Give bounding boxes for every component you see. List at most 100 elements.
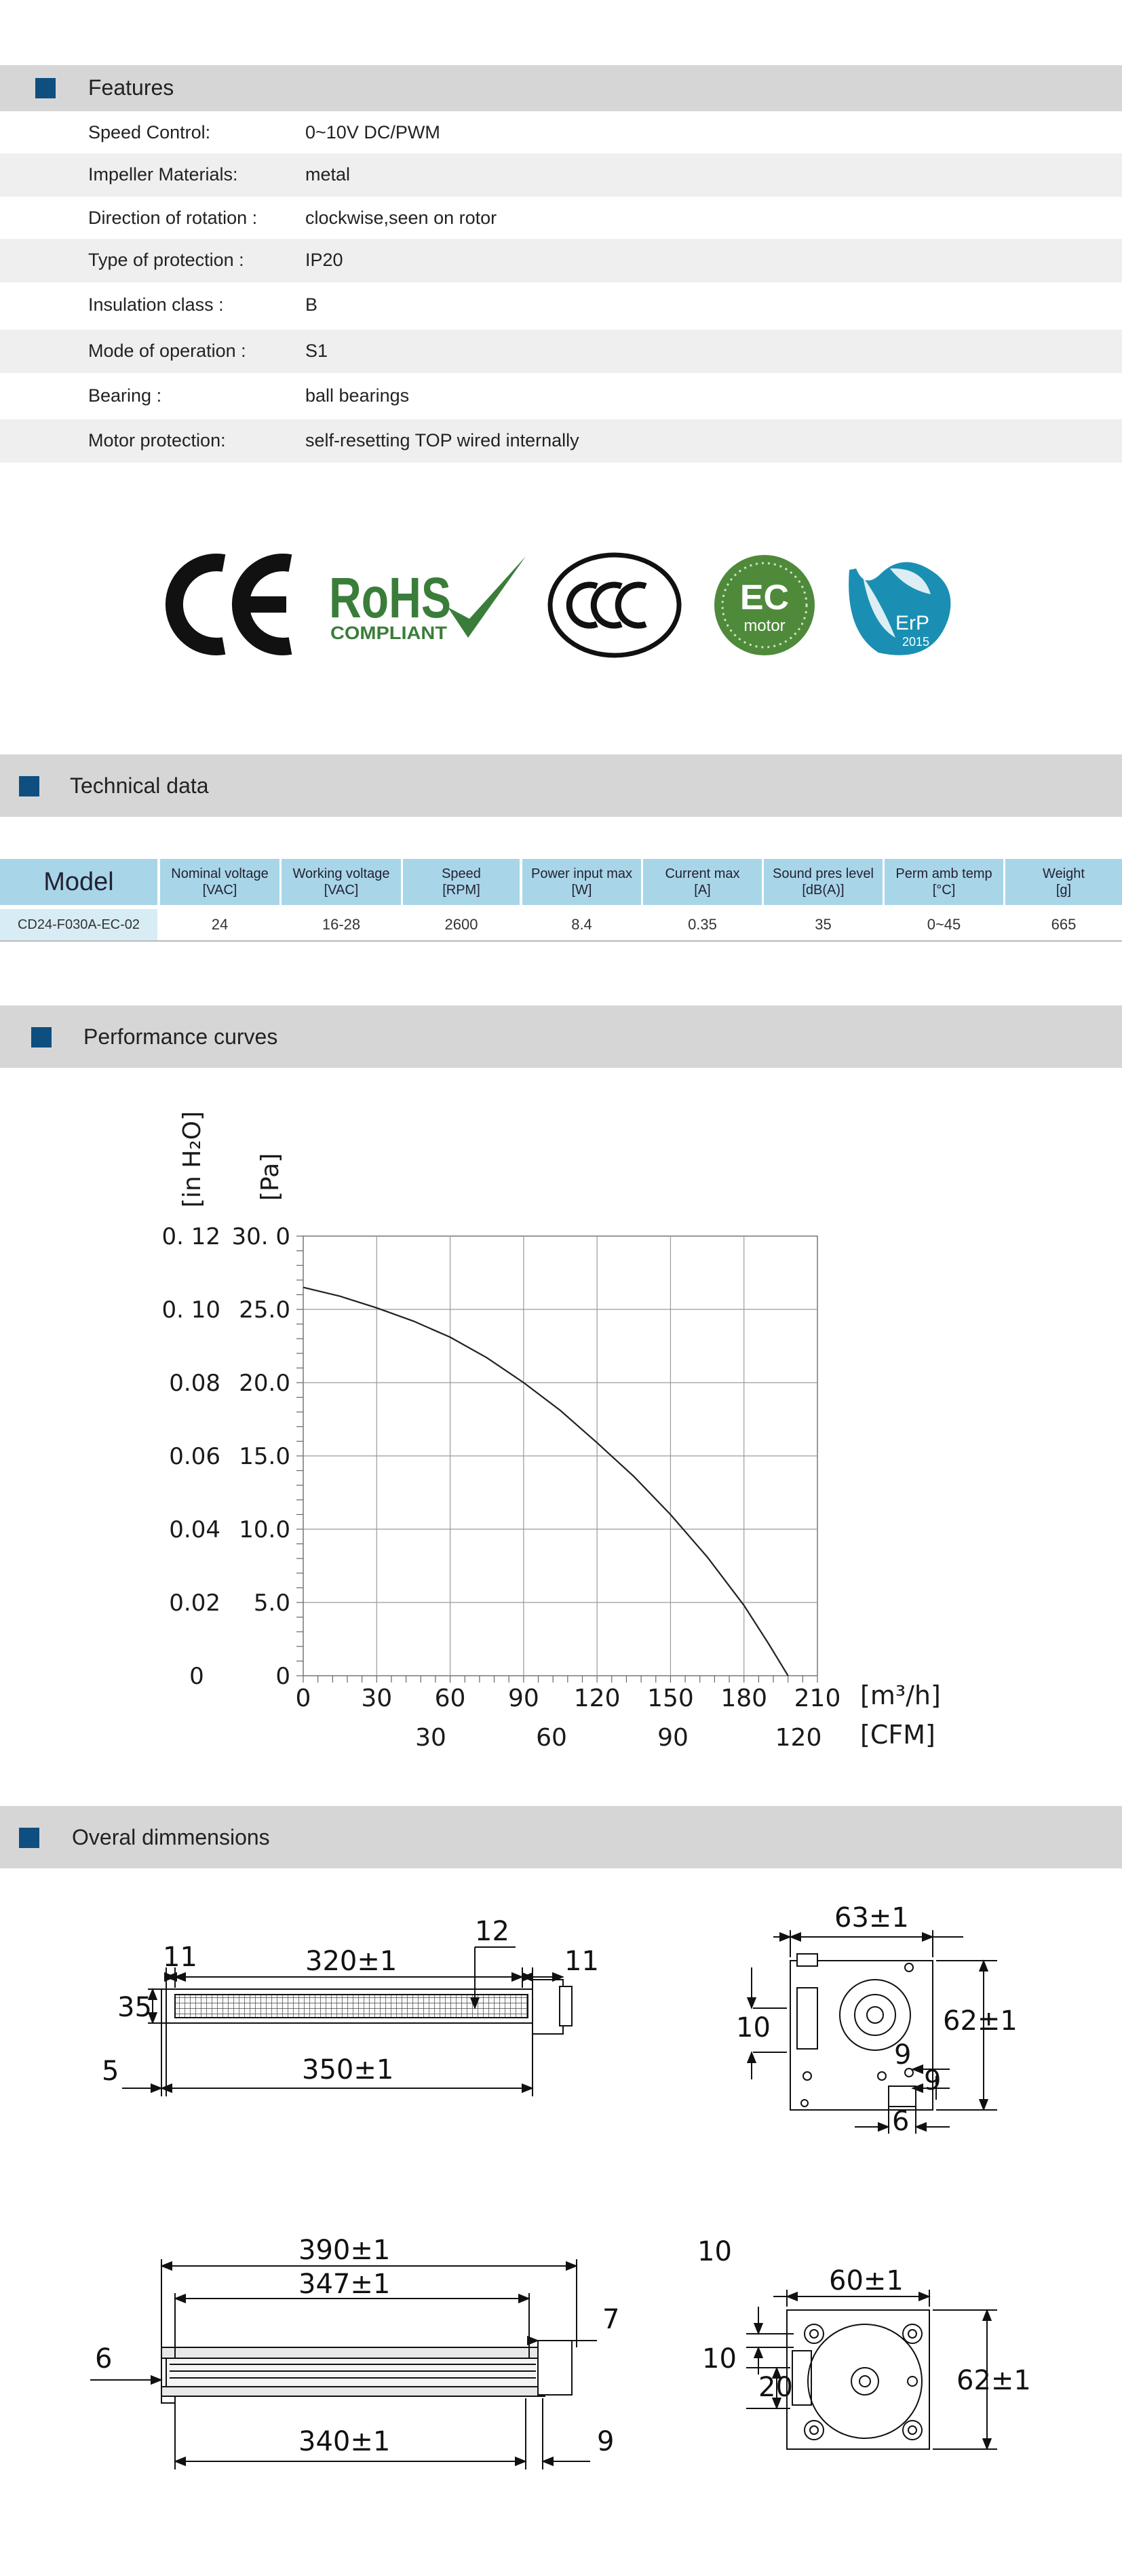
feature-row: Impeller Materials: metal: [0, 153, 1122, 197]
header-label: Current max: [665, 866, 740, 881]
ce-mark-icon: [165, 554, 292, 655]
dimension-drawings: 11 320±1 12 11 35 5 350±1: [0, 1872, 1122, 2551]
x-tick-label: 90: [508, 1685, 539, 1712]
y-tick-label: 25.0: [239, 1296, 290, 1324]
dim-10-top: 10: [697, 2236, 732, 2267]
performance-header-band: Performance curves: [0, 1005, 1122, 1068]
y-tick-label: 5.0: [254, 1590, 290, 1617]
dim-62-motor: 62±1: [956, 2365, 1031, 2396]
x-tick-label: 120: [574, 1685, 621, 1712]
technical-title: Technical data: [70, 773, 209, 798]
rohs-compliant-icon: RoHS COMPLIANT: [329, 556, 526, 643]
x-secondary-tick-label: 60: [536, 1724, 567, 1752]
feature-value: self-resetting TOP wired internally: [305, 430, 579, 450]
y-tick-label: 30. 0: [231, 1223, 290, 1250]
feature-label: Direction of rotation :: [88, 208, 258, 228]
header-unit: [A]: [694, 883, 711, 898]
dim-320: 320±1: [305, 1946, 397, 1977]
table-header-cell: Nominal voltage [VAC]: [160, 859, 279, 905]
table-cell: 665: [1051, 916, 1077, 933]
header-label: Speed: [442, 866, 481, 881]
certification-logos: RoHS COMPLIANT EC motor ErP 2015: [0, 529, 1122, 678]
feature-label: Bearing :: [88, 385, 162, 406]
performance-chart-svg: 0 30 60 90 120 150 180 210 30 60 90 120 0 5.0 10.0 15.0…: [161, 1111, 940, 1752]
y-axis-title: [Pa]: [256, 1153, 284, 1201]
table-cell: CD24-F030A-EC-02: [0, 909, 157, 940]
rohs-main-text: RoHS: [329, 566, 451, 630]
y-secondary-tick-label: 0: [189, 1663, 204, 1690]
table-header-cell: Working voltage [VAC]: [282, 859, 401, 905]
dim-60: 60±1: [829, 2265, 904, 2296]
certification-logos-svg: RoHS COMPLIANT EC motor ErP 2015: [165, 552, 951, 658]
x-tick-label: 150: [647, 1685, 694, 1712]
dimension-view-top: [122, 1946, 573, 2096]
feature-label: Type of protection :: [88, 250, 244, 270]
dim-390: 390±1: [298, 2235, 390, 2266]
feature-row: Type of protection : IP20: [0, 239, 1122, 282]
dim-6-front: 6: [95, 2343, 112, 2375]
performance-title: Performance curves: [83, 1024, 278, 1049]
ec-sub-text: motor: [743, 617, 785, 635]
rohs-sub-text: COMPLIANT: [330, 623, 448, 643]
table-cell: 24: [211, 916, 229, 933]
header-unit: [VAC]: [324, 883, 359, 898]
dim-9-lower: 9: [924, 2065, 941, 2096]
dimension-view-motor-end: [746, 2290, 997, 2450]
y-secondary-tick-label: 0. 10: [161, 1296, 220, 1324]
header-label: Nominal voltage: [171, 866, 269, 881]
header-unit: [°C]: [932, 883, 956, 898]
section-square-icon: [19, 1828, 39, 1848]
dimension-view-side: [746, 1930, 997, 2134]
feature-label: Motor protection:: [88, 430, 226, 450]
header-unit: [g]: [1056, 883, 1072, 898]
feature-label: Speed Control:: [88, 122, 211, 142]
x-secondary-tick-label: 90: [657, 1724, 689, 1752]
dim-12: 12: [475, 1916, 509, 1947]
header-label: Model: [43, 868, 114, 896]
y-tick-label: 15.0: [239, 1443, 290, 1470]
dim-6-side: 6: [892, 2106, 909, 2137]
header-label: Sound pres level: [773, 866, 874, 881]
performance-chart: 0 30 60 90 120 150 180 210 30 60 90 120 0 5.0 10.0 15.0…: [0, 1085, 1122, 1764]
header-label: Perm amb temp: [895, 866, 992, 881]
erp-main-text: ErP: [895, 612, 929, 634]
feature-value: 0~10V DC/PWM: [305, 122, 440, 142]
header-label: Weight: [1043, 866, 1085, 881]
header-label: Working voltage: [292, 866, 390, 881]
chart-labels: 0 30 60 90 120 150 180 210 30 60 90 120 0 5.0 10.0 15.0…: [161, 1111, 940, 1752]
feature-label: Impeller Materials:: [88, 164, 238, 185]
section-square-icon: [35, 78, 56, 98]
y-secondary-tick-label: 0.04: [169, 1516, 220, 1543]
x-secondary-tick-label: 120: [775, 1724, 822, 1752]
table-cell: 2600: [444, 916, 478, 933]
dim-35: 35: [117, 1992, 152, 2023]
ec-main-text: EC: [740, 578, 789, 617]
header-unit: [dB(A)]: [802, 883, 845, 898]
feature-value: clockwise,seen on rotor: [305, 208, 497, 228]
dim-7: 7: [602, 2304, 619, 2335]
features-header-band: Features: [0, 65, 1122, 111]
table-row: CD24-F030A-EC-02 24 16-28 2600 8.4 0.35 35 0~45…: [0, 909, 1122, 942]
feature-value: B: [305, 294, 318, 315]
table-cell: 0~45: [927, 916, 961, 933]
y-tick-label: 10.0: [239, 1516, 290, 1543]
feature-row: Direction of rotation : clockwise,seen on…: [0, 197, 1122, 240]
table-cell: 0.35: [688, 916, 717, 933]
table-header-cell: Perm amb temp [°C]: [885, 859, 1003, 905]
y-secondary-tick-label: 0.06: [169, 1443, 220, 1470]
x-tick-label: 0: [296, 1685, 311, 1712]
performance-curve-line: [303, 1286, 789, 1676]
table-cell: 35: [815, 916, 832, 933]
table-header-cell: Sound pres level [dB(A)]: [764, 859, 883, 905]
feature-label: Insulation class :: [88, 294, 224, 315]
ccc-mark-icon: [547, 552, 682, 658]
table-cell: 16-28: [322, 916, 361, 933]
dim-9-upper: 9: [894, 2039, 911, 2071]
section-square-icon: [19, 776, 39, 796]
table-header-cell: Model: [0, 859, 157, 905]
y-secondary-tick-label: 0. 12: [161, 1223, 220, 1250]
dim-10-mid: 10: [702, 2343, 737, 2375]
technical-header-band: Technical data: [0, 754, 1122, 817]
dim-350: 350±1: [302, 2054, 393, 2085]
table-header-cell: Current max [A]: [643, 859, 762, 905]
